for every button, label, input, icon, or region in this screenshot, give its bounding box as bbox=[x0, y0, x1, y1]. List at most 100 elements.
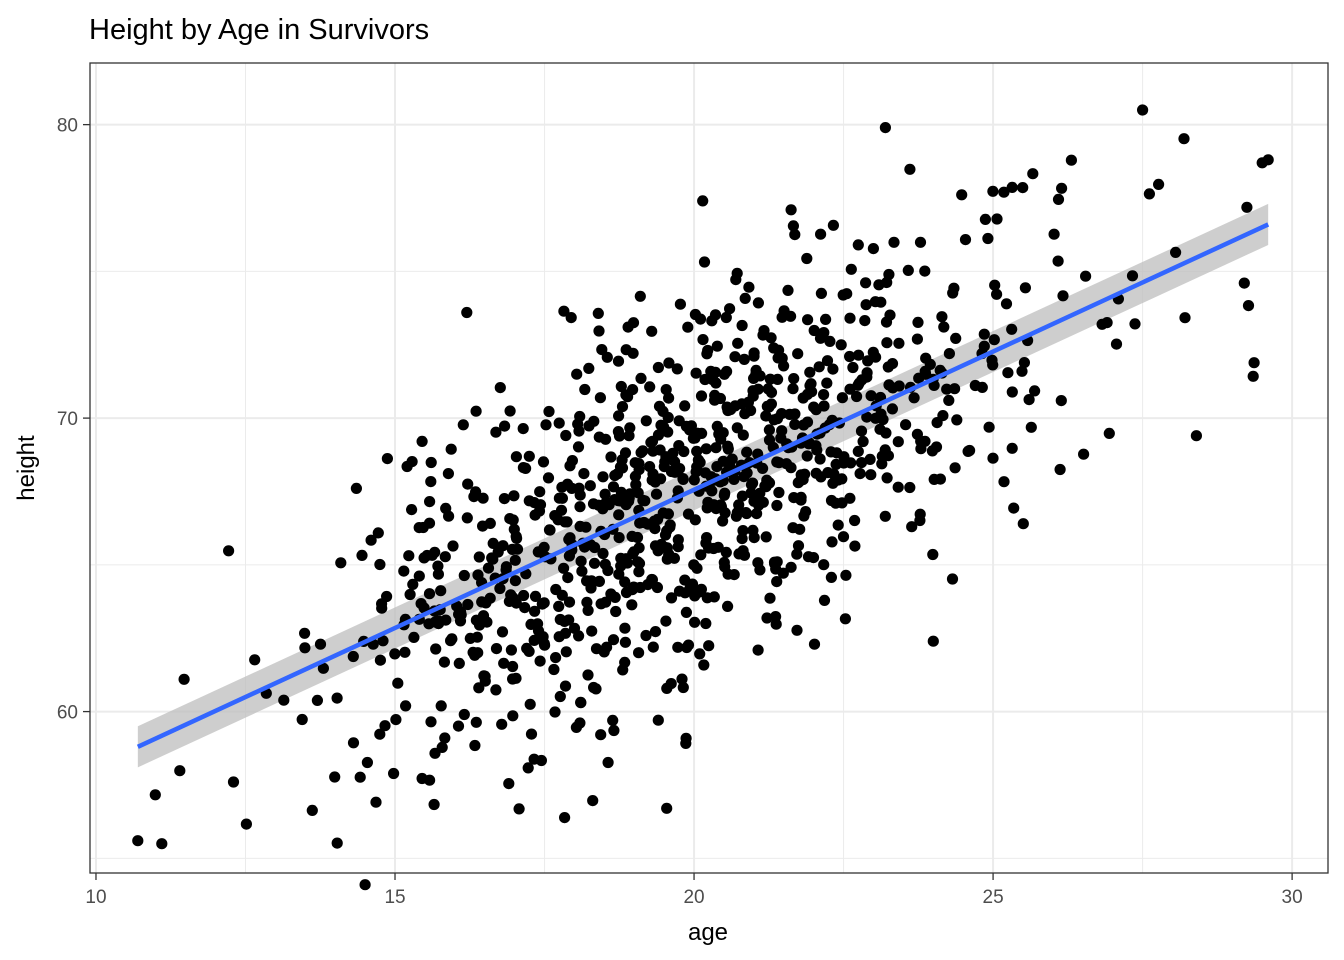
data-point bbox=[652, 714, 664, 726]
data-point bbox=[836, 497, 848, 509]
data-point bbox=[867, 243, 880, 255]
data-point bbox=[453, 657, 465, 670]
data-point bbox=[633, 647, 645, 659]
data-point bbox=[818, 327, 830, 339]
data-point bbox=[881, 472, 893, 484]
data-point bbox=[1029, 385, 1041, 397]
data-point bbox=[553, 492, 566, 504]
data-point bbox=[571, 368, 583, 380]
data-point bbox=[788, 373, 800, 385]
data-point bbox=[830, 458, 842, 470]
data-point bbox=[468, 491, 480, 503]
data-point bbox=[998, 186, 1010, 198]
data-point bbox=[697, 334, 709, 346]
data-point bbox=[652, 361, 665, 374]
data-point bbox=[805, 378, 817, 390]
data-point bbox=[597, 471, 609, 483]
data-point bbox=[436, 741, 448, 754]
data-point bbox=[736, 533, 748, 545]
data-point bbox=[1018, 357, 1030, 369]
data-point bbox=[487, 537, 499, 550]
data-point bbox=[685, 420, 698, 432]
data-point bbox=[585, 575, 598, 587]
data-point bbox=[423, 618, 435, 630]
data-point bbox=[771, 576, 783, 588]
data-point bbox=[347, 650, 359, 663]
data-point bbox=[757, 496, 769, 508]
data-point bbox=[582, 669, 594, 681]
data-point bbox=[820, 313, 832, 325]
data-point bbox=[906, 521, 918, 533]
data-point bbox=[825, 446, 837, 458]
data-point bbox=[743, 281, 755, 293]
data-point bbox=[741, 507, 753, 520]
data-point bbox=[654, 444, 666, 456]
data-point bbox=[500, 561, 512, 573]
data-point bbox=[768, 556, 781, 568]
data-point bbox=[556, 589, 568, 601]
data-point bbox=[764, 592, 776, 604]
data-point bbox=[1006, 323, 1018, 335]
data-point bbox=[722, 600, 734, 613]
data-point bbox=[525, 728, 538, 740]
data-point bbox=[849, 540, 861, 552]
data-point bbox=[709, 309, 722, 321]
data-point bbox=[719, 487, 731, 499]
data-point bbox=[757, 329, 769, 341]
data-point bbox=[613, 509, 625, 521]
data-point bbox=[679, 574, 691, 586]
data-point bbox=[763, 424, 776, 436]
data-point bbox=[537, 631, 549, 643]
data-point bbox=[469, 649, 481, 661]
data-point bbox=[1242, 300, 1255, 312]
data-point bbox=[635, 372, 647, 384]
data-point bbox=[879, 122, 892, 134]
y-axis-title: height bbox=[13, 435, 40, 501]
data-point bbox=[761, 612, 773, 624]
data-point bbox=[1126, 270, 1139, 282]
data-point bbox=[480, 597, 492, 609]
data-point bbox=[1238, 277, 1250, 289]
data-point bbox=[822, 467, 834, 479]
data-point bbox=[715, 433, 727, 445]
data-point bbox=[331, 692, 343, 704]
data-point bbox=[712, 541, 724, 553]
data-point bbox=[653, 400, 666, 412]
data-point bbox=[950, 332, 962, 344]
data-point bbox=[821, 355, 834, 367]
data-point bbox=[956, 189, 968, 201]
data-point bbox=[763, 434, 776, 446]
data-point bbox=[880, 427, 892, 439]
data-point bbox=[572, 418, 584, 430]
data-point bbox=[813, 361, 825, 373]
data-point bbox=[627, 347, 639, 359]
data-point bbox=[854, 468, 866, 480]
data-point bbox=[1057, 290, 1069, 302]
data-point bbox=[542, 472, 555, 484]
data-point bbox=[695, 390, 708, 402]
data-point bbox=[810, 440, 822, 452]
x-tick-label: 15 bbox=[384, 887, 405, 908]
data-point bbox=[775, 432, 787, 444]
data-point bbox=[902, 264, 914, 276]
data-point bbox=[752, 557, 764, 569]
data-point bbox=[649, 540, 662, 552]
data-point bbox=[665, 678, 677, 690]
data-point bbox=[1006, 181, 1018, 193]
data-point bbox=[876, 450, 888, 462]
data-point bbox=[506, 660, 519, 673]
data-point bbox=[424, 774, 436, 786]
data-point bbox=[299, 627, 311, 639]
data-point bbox=[632, 487, 644, 499]
data-point bbox=[442, 468, 454, 480]
data-point bbox=[492, 546, 504, 558]
data-point bbox=[900, 419, 912, 431]
data-point bbox=[814, 453, 826, 465]
data-point bbox=[893, 337, 905, 349]
data-point bbox=[680, 732, 692, 744]
data-point bbox=[588, 557, 601, 569]
data-point bbox=[849, 514, 861, 527]
data-point bbox=[827, 477, 839, 489]
data-point bbox=[826, 536, 838, 548]
data-point bbox=[768, 342, 780, 354]
